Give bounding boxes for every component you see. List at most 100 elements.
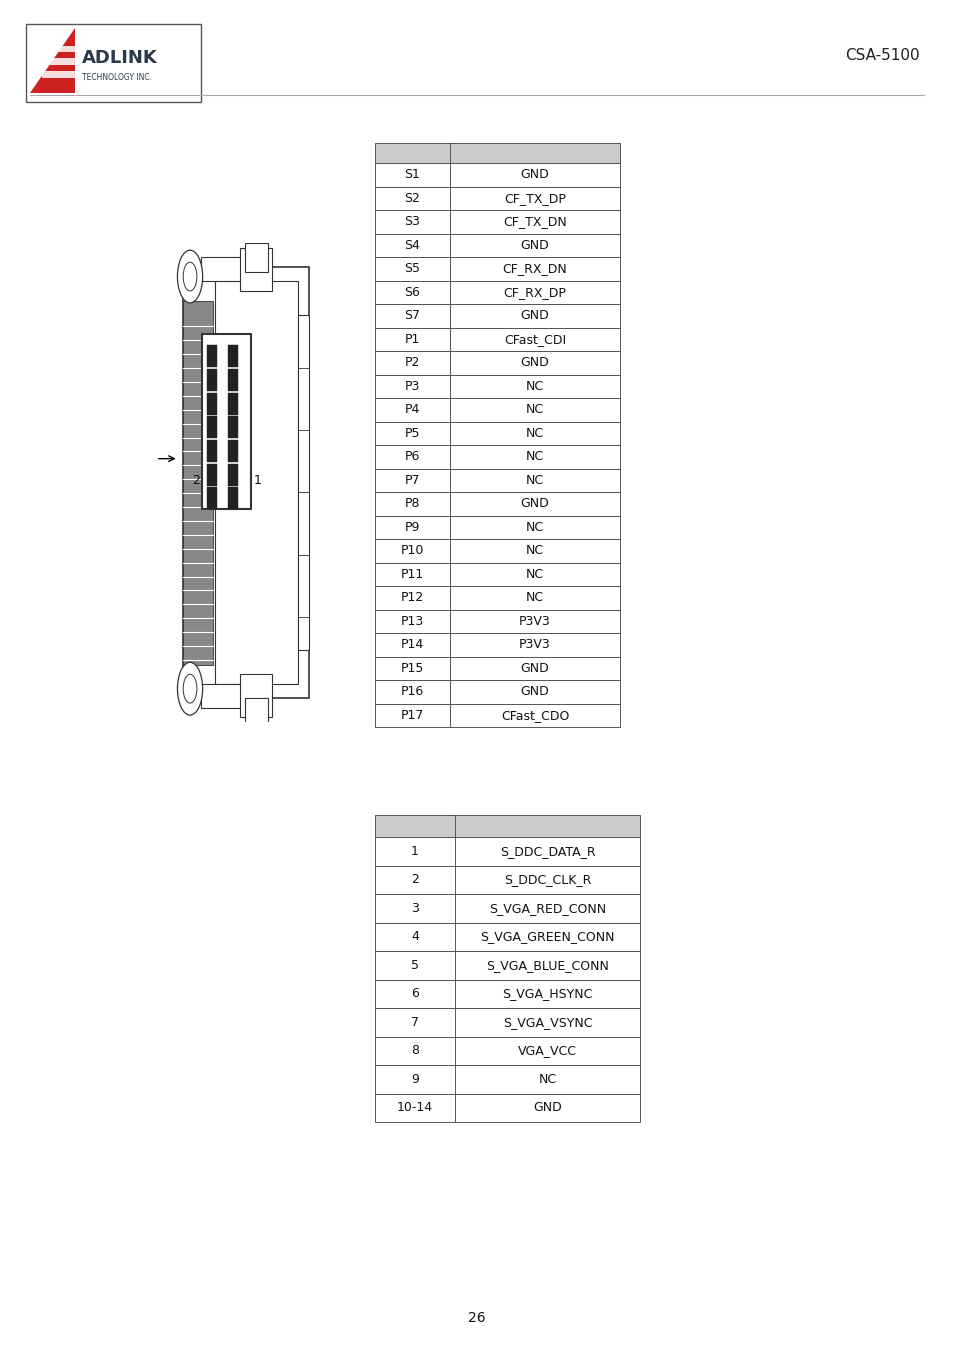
Text: NC: NC xyxy=(525,427,543,440)
Text: P5: P5 xyxy=(404,427,420,440)
Text: CF_RX_DP: CF_RX_DP xyxy=(503,286,566,298)
Text: CFast_CDI: CFast_CDI xyxy=(503,332,565,346)
Text: 4: 4 xyxy=(411,930,418,944)
Bar xyxy=(375,328,619,351)
Text: P17: P17 xyxy=(400,709,424,722)
Text: 7: 7 xyxy=(411,1015,418,1029)
Bar xyxy=(201,258,258,281)
Text: P6: P6 xyxy=(404,451,419,463)
Text: VGA_VCC: VGA_VCC xyxy=(517,1045,577,1057)
Text: 1: 1 xyxy=(411,845,418,857)
Text: S7: S7 xyxy=(404,309,420,323)
Bar xyxy=(215,281,297,684)
Bar xyxy=(375,586,619,609)
Bar xyxy=(375,281,619,304)
Polygon shape xyxy=(30,46,75,53)
Bar xyxy=(375,1037,639,1065)
Bar xyxy=(375,421,619,446)
Polygon shape xyxy=(42,72,75,78)
Text: CF_TX_DN: CF_TX_DN xyxy=(502,215,566,228)
Text: S_DDC_DATA_R: S_DDC_DATA_R xyxy=(499,845,595,857)
Bar xyxy=(375,950,639,980)
Text: P14: P14 xyxy=(400,639,424,651)
Circle shape xyxy=(177,663,202,716)
Circle shape xyxy=(183,674,196,703)
Bar xyxy=(375,1008,639,1037)
Bar xyxy=(183,267,309,698)
Text: NC: NC xyxy=(525,544,543,558)
Bar xyxy=(26,24,201,103)
Polygon shape xyxy=(36,58,75,65)
Bar xyxy=(375,656,619,680)
Text: GND: GND xyxy=(520,686,549,698)
Text: NC: NC xyxy=(525,474,543,487)
Text: GND: GND xyxy=(533,1102,561,1114)
Text: P10: P10 xyxy=(400,544,424,558)
Text: CSA-5100: CSA-5100 xyxy=(844,47,919,62)
Circle shape xyxy=(177,250,202,302)
Text: NC: NC xyxy=(525,568,543,580)
Text: 3: 3 xyxy=(411,902,418,915)
Bar xyxy=(375,563,619,586)
Bar xyxy=(228,464,237,486)
Text: NC: NC xyxy=(525,451,543,463)
Bar xyxy=(375,922,639,950)
Bar xyxy=(240,674,273,717)
Text: P2: P2 xyxy=(404,356,419,370)
Text: P8: P8 xyxy=(404,497,420,510)
Bar xyxy=(375,491,619,516)
Bar xyxy=(375,468,619,491)
Text: GND: GND xyxy=(520,239,549,251)
Text: NC: NC xyxy=(525,521,543,533)
Bar xyxy=(375,865,639,894)
Bar xyxy=(228,369,237,391)
Bar xyxy=(375,143,619,163)
Bar xyxy=(202,335,251,509)
Text: 9: 9 xyxy=(411,1073,418,1085)
Polygon shape xyxy=(30,28,75,93)
Bar xyxy=(375,446,619,468)
Text: P3V3: P3V3 xyxy=(518,639,550,651)
Bar xyxy=(375,703,619,728)
Bar xyxy=(207,440,216,462)
Text: P11: P11 xyxy=(400,568,424,580)
Bar xyxy=(240,248,273,292)
Text: P1: P1 xyxy=(404,332,419,346)
Text: 8: 8 xyxy=(411,1045,418,1057)
Text: P16: P16 xyxy=(400,686,424,698)
Text: S_DDC_CLK_R: S_DDC_CLK_R xyxy=(503,873,591,886)
Bar xyxy=(375,256,619,281)
Text: P13: P13 xyxy=(400,614,424,628)
Bar xyxy=(375,516,619,539)
Bar xyxy=(228,346,237,367)
Text: S3: S3 xyxy=(404,215,420,228)
Text: S2: S2 xyxy=(404,192,420,205)
Text: TECHNOLOGY INC.: TECHNOLOGY INC. xyxy=(82,73,152,82)
Circle shape xyxy=(183,262,196,292)
Bar xyxy=(375,1065,639,1094)
Bar xyxy=(375,186,619,211)
Text: 2: 2 xyxy=(192,474,199,487)
Text: NC: NC xyxy=(537,1073,556,1085)
Bar xyxy=(375,304,619,328)
Text: NC: NC xyxy=(525,379,543,393)
Text: S4: S4 xyxy=(404,239,420,251)
Bar xyxy=(207,393,216,414)
Bar xyxy=(375,234,619,256)
Bar xyxy=(375,894,639,922)
Bar xyxy=(375,1094,639,1122)
Bar xyxy=(207,464,216,486)
Bar xyxy=(245,698,268,728)
Bar xyxy=(375,398,619,421)
Text: GND: GND xyxy=(520,356,549,370)
Bar xyxy=(245,243,268,271)
Text: CF_RX_DN: CF_RX_DN xyxy=(502,262,567,275)
Text: P15: P15 xyxy=(400,662,424,675)
Bar xyxy=(375,374,619,398)
Text: P7: P7 xyxy=(404,474,420,487)
Text: CFast_CDO: CFast_CDO xyxy=(500,709,569,722)
Bar xyxy=(375,351,619,374)
Text: 2: 2 xyxy=(411,873,418,886)
Text: GND: GND xyxy=(520,497,549,510)
Text: S_VGA_VSYNC: S_VGA_VSYNC xyxy=(502,1015,592,1029)
